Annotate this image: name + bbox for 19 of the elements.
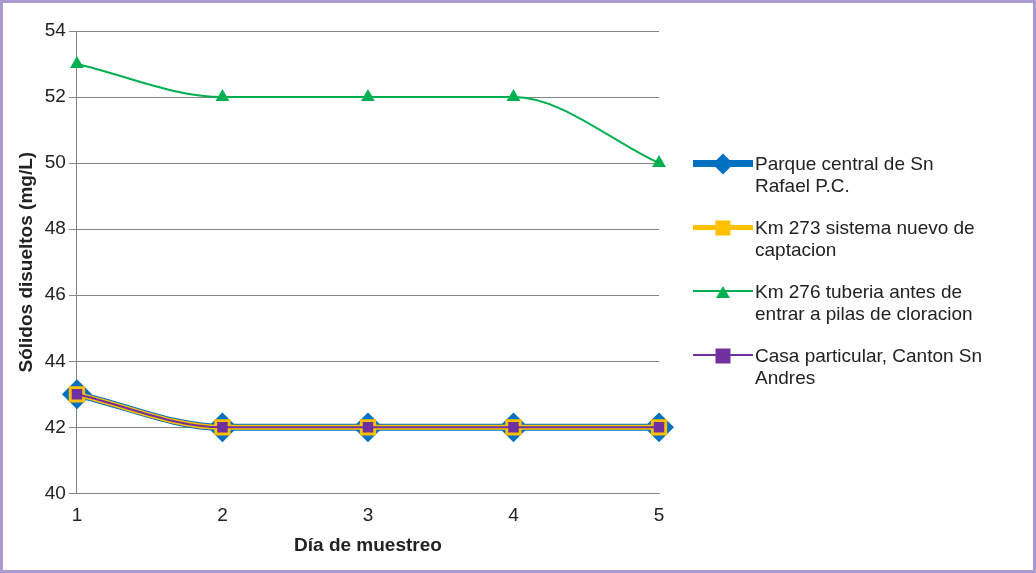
y-tick-label: 44 (44, 349, 67, 371)
y-tick-label: 54 (44, 19, 67, 41)
y-tick-label: 52 (44, 85, 66, 107)
y-tick-label: 40 (44, 481, 66, 503)
x-tick-label: 5 (653, 504, 665, 526)
y-axis-title: Sólidos disueltos (mg/L) (14, 151, 36, 373)
x-tick-label: 3 (362, 504, 374, 526)
x-tick-label: 1 (71, 504, 83, 526)
legend-label: Casa particular, Canton Sn Andres (755, 345, 984, 389)
y-tick-label: 48 (44, 217, 66, 239)
y-tick-label: 50 (44, 151, 66, 173)
legend-label: Km 276 tuberia antes de entrar a pilas de cloracion (755, 281, 974, 325)
x-axis-title: Día de muestreo (294, 533, 442, 555)
x-tick-label: 2 (217, 504, 228, 526)
y-tick-label: 46 (44, 283, 66, 305)
legend-label: Km 273 sistema nuevo de captacion (755, 217, 976, 261)
x-tick-label: 4 (508, 504, 520, 526)
legend-label: Parque central de Sn Rafael P.C. (755, 153, 935, 197)
y-tick-label: 42 (44, 415, 66, 437)
